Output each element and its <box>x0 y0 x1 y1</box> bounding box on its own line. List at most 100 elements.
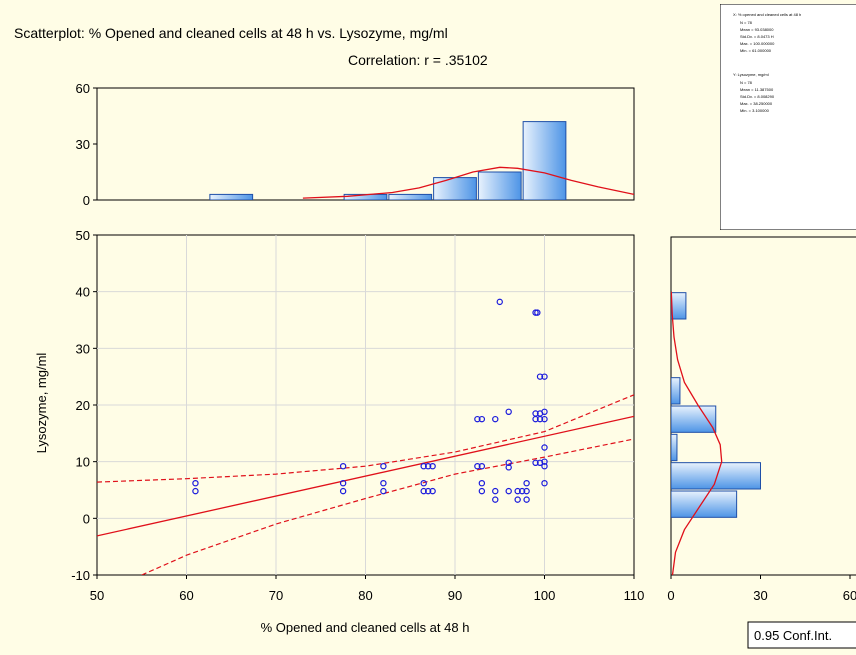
scatter-point <box>505 459 512 466</box>
y-histogram-bar <box>671 490 738 518</box>
x-tick-label: 80 <box>358 588 372 603</box>
scatter-point <box>339 463 347 470</box>
stats-x-line: N = 78 <box>740 20 753 25</box>
x-axis-label: % Opened and cleaned cells at 48 h <box>261 620 470 635</box>
scatter-point <box>380 480 387 487</box>
x-histogram-tick-label: 60 <box>76 81 90 96</box>
y-tick-label: 10 <box>76 455 90 470</box>
scatter-point <box>541 480 548 487</box>
y-histogram-bar <box>671 292 687 320</box>
scatter-point <box>541 415 548 423</box>
y-tick-label: 20 <box>76 398 90 413</box>
scatter-point <box>429 463 436 470</box>
confidence-upper-line <box>97 394 634 483</box>
stats-y-line: Std.Dv. = 8.008290 <box>740 94 775 99</box>
stats-y-header: Y: Lysozyme, mg/ml <box>733 72 769 77</box>
stats-x-line: Min. = 61.000000 <box>740 48 772 53</box>
scatter-point <box>505 464 512 471</box>
scatter-point <box>496 298 503 306</box>
y-axis-label: Lysozyme, mg/ml <box>34 353 49 454</box>
scatter-point <box>424 463 432 470</box>
scatter-point <box>474 463 481 470</box>
stats-box: X: % opened and cleaned cells at 48 h N … <box>720 4 856 230</box>
scatter-point <box>532 459 539 466</box>
y-histogram-bar <box>671 405 717 433</box>
x-tick-label: 50 <box>90 588 104 603</box>
stats-y-line: Mean = 11.387500 <box>740 87 774 92</box>
x-tick-label: 100 <box>534 588 556 603</box>
scatter-point <box>474 415 481 423</box>
scatter-point <box>192 487 199 495</box>
scatter-point <box>478 480 486 487</box>
stats-x-line: Std.Dv. = 8.0473 H <box>740 34 774 39</box>
scatter-point <box>523 480 530 487</box>
x-histogram-tick-label: 0 <box>83 193 90 208</box>
stats-y-line: Min. = 3.100000 <box>740 108 770 113</box>
scatter-point <box>514 496 521 503</box>
chart-title: Scatterplot: % Opened and cleaned cells … <box>14 25 448 41</box>
scatter-point <box>523 496 530 503</box>
scatter-point <box>532 410 539 417</box>
y-tick-label: 0 <box>83 511 90 526</box>
scatter-point <box>541 408 548 415</box>
x-tick-label: 70 <box>269 588 283 603</box>
y-tick-label: -10 <box>71 568 90 583</box>
x-tick-label: 90 <box>448 588 462 603</box>
scatter-point <box>478 415 486 423</box>
scatter-point <box>339 480 347 487</box>
y-histogram-tick-label: 60 <box>843 588 856 603</box>
scatter-point <box>420 487 427 495</box>
scatter-point <box>492 415 499 423</box>
stats-y-line: N = 78 <box>740 80 753 85</box>
y-histogram-bar <box>671 462 761 490</box>
scatter-point <box>420 480 427 487</box>
scatter-point <box>505 408 512 415</box>
x-histogram-bar <box>209 193 254 200</box>
stats-x-line: Max. = 100.000000 <box>740 41 775 46</box>
x-histogram-bar <box>433 177 477 200</box>
y-tick-label: 50 <box>76 228 90 243</box>
y-histogram-panel: 0 30 60 <box>667 236 856 603</box>
scatter-point <box>541 458 548 465</box>
scatter-point <box>424 487 432 495</box>
scatter-point <box>380 463 387 470</box>
scatter-point <box>478 487 486 495</box>
scatter-point <box>478 463 486 470</box>
scatter-point <box>420 463 427 470</box>
scatter-point <box>534 309 541 316</box>
scatter-point <box>541 373 548 380</box>
y-histogram-normal-curve <box>671 291 723 575</box>
stats-x-header: X: % opened and cleaned cells at 48 h <box>733 12 801 17</box>
scatter-point <box>380 487 387 495</box>
confidence-lower-line <box>141 438 634 575</box>
x-histogram-bar <box>477 171 522 200</box>
scatter-point <box>518 487 526 495</box>
y-histogram-bar <box>671 433 678 462</box>
scatter-point <box>492 496 499 503</box>
y-tick-label: 30 <box>76 341 90 356</box>
scatter-point <box>492 487 499 495</box>
scatter-point <box>339 487 347 495</box>
x-tick-label: 110 <box>624 588 645 603</box>
scatter-point <box>514 487 521 495</box>
y-histogram-tick-label: 30 <box>753 588 767 603</box>
chart-subtitle: Correlation: r = .35102 <box>348 52 488 68</box>
y-histogram-tick-label: 0 <box>667 588 674 603</box>
scatter-panel: 50 60 70 80 90 100 110 -10 0 10 20 30 40 50 % Opened … <box>34 228 644 635</box>
stats-x-line: Mean = 93.038000 <box>740 27 774 32</box>
x-histogram-normal-curve <box>302 166 634 199</box>
x-histogram-tick-label: 30 <box>76 137 90 152</box>
scatter-point <box>429 487 436 495</box>
x-histogram-panel: 60 30 0 <box>76 81 635 208</box>
x-histogram-bar <box>388 193 433 200</box>
scatter-point <box>536 373 544 380</box>
confidence-label: 0.95 Conf.Int. <box>754 628 832 643</box>
scatter-point <box>541 444 548 451</box>
y-histogram-bar <box>671 377 681 405</box>
scatter-point <box>192 480 199 487</box>
scatter-point <box>541 463 548 470</box>
y-tick-label: 40 <box>76 285 90 300</box>
x-tick-label: 60 <box>179 588 193 603</box>
